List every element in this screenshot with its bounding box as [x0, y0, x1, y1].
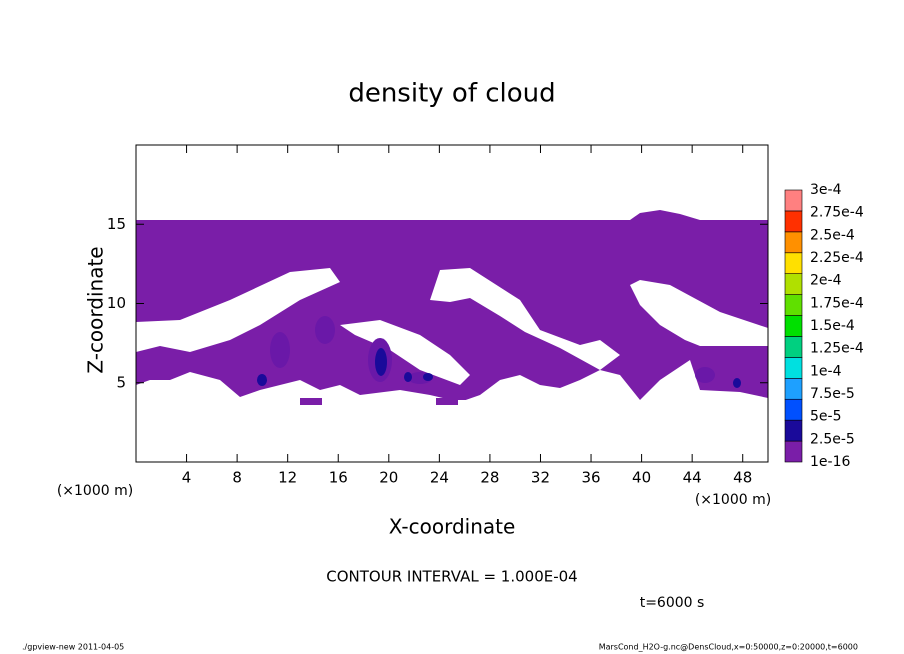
cloud-core: [404, 372, 412, 382]
clear-region: [430, 268, 620, 370]
footer-left: ./gpview-new 2011-04-05: [22, 643, 124, 652]
colorbar-box: [784, 231, 803, 254]
colorbar-label: 2.5e-5: [810, 431, 855, 447]
x-tick-label: 36: [581, 469, 600, 487]
cloud-core: [375, 348, 387, 376]
colorbar-box: [784, 398, 803, 421]
colorbar-label: 1.25e-4: [810, 341, 864, 357]
x-tick-label: 44: [683, 469, 702, 487]
colorbar-box: [784, 294, 803, 316]
colorbar-label: 1e-16: [810, 454, 850, 470]
x-unit-right: (×1000 m): [695, 492, 771, 508]
x-tick-label: 32: [531, 469, 550, 487]
cloud-core: [733, 378, 741, 388]
colorbar-box: [784, 440, 803, 463]
colorbar-label: 3e-4: [810, 182, 842, 198]
time-label: t=6000 s: [640, 595, 705, 611]
colorbar-box: [784, 252, 803, 274]
colorbar-label: 1.5e-4: [810, 318, 855, 334]
colorbar-label: 5e-5: [810, 409, 841, 425]
cloud-region: [436, 398, 458, 405]
colorbar-box: [784, 189, 803, 212]
y-tick-label: 10: [107, 294, 126, 312]
colorbar-label: 7.5e-5: [810, 386, 855, 402]
colorbar-label: 2.25e-4: [810, 250, 864, 266]
contour-interval: CONTOUR INTERVAL = 1.000E-04: [326, 568, 577, 586]
colorbar-box: [784, 378, 803, 400]
x-tick-label: 24: [430, 469, 449, 487]
cloud-core: [695, 367, 715, 383]
cloud-core: [315, 316, 335, 344]
x-tick-label: 28: [480, 469, 499, 487]
colorbar-label: 1.75e-4: [810, 295, 864, 311]
x-tick-label: 8: [232, 469, 242, 487]
x-tick-label: 40: [632, 469, 651, 487]
x-tick-label: 20: [379, 469, 398, 487]
colorbar-label: 1e-4: [810, 363, 842, 379]
y-tick-label: 5: [116, 373, 126, 391]
footer-right: MarsCond_H2O-g.nc@DensCloud,x=0:50000,z=…: [599, 643, 858, 652]
x-tick-label: 16: [329, 469, 348, 487]
colorbar-box: [784, 357, 803, 379]
x-tick-label: 48: [733, 469, 752, 487]
clear-region: [136, 268, 340, 352]
clear-region: [340, 320, 470, 385]
clear-region: [630, 280, 768, 346]
clear-region: [136, 360, 768, 462]
cloud-region: [300, 398, 322, 405]
colorbar-box: [784, 273, 803, 295]
colorbar-label: 2.5e-4: [810, 227, 855, 243]
colorbar-label: 2e-4: [810, 273, 842, 289]
cloud-core: [423, 373, 433, 381]
contour-field: [136, 210, 768, 462]
cloud-core: [270, 332, 290, 368]
colorbar-box: [784, 419, 803, 442]
chart-title: density of cloud: [348, 79, 555, 109]
x-tick-label: 4: [182, 469, 192, 487]
y-axis-label: Z-coordinate: [84, 246, 108, 373]
y-tick-label: 15: [107, 215, 126, 233]
x-axis-label: X-coordinate: [389, 515, 516, 539]
colorbar-label: 2.75e-4: [810, 205, 864, 221]
cloud-core: [257, 374, 267, 386]
x-unit-left: (×1000 m): [57, 483, 133, 499]
x-tick-label: 12: [278, 469, 297, 487]
colorbar-box: [784, 315, 803, 337]
colorbar-box: [784, 210, 803, 233]
colorbar-box: [784, 336, 803, 358]
